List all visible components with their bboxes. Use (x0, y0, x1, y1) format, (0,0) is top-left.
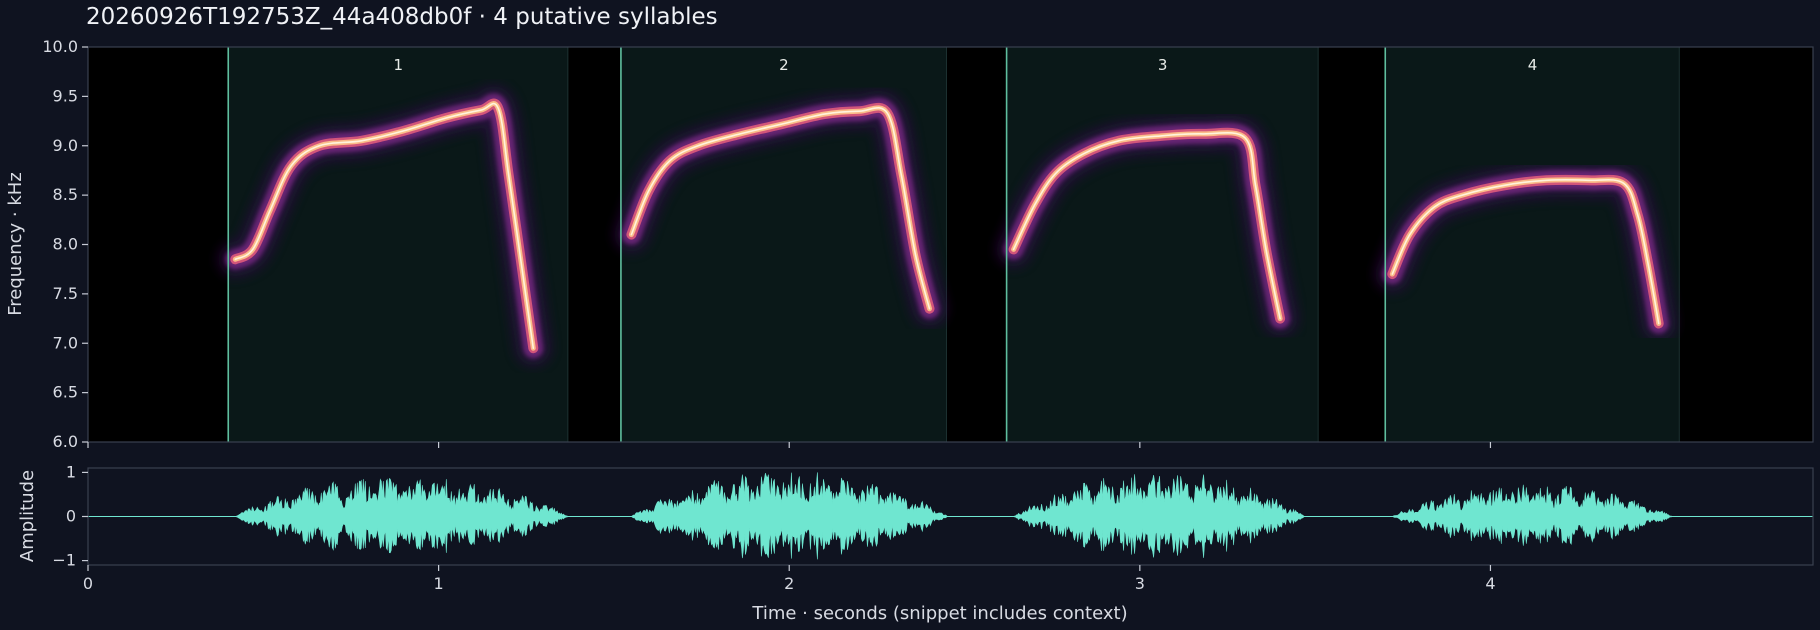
spec-y-tick-label: 9.0 (53, 136, 78, 155)
spec-y-tick-label: 8.0 (53, 235, 78, 254)
waveform-segment-2 (630, 472, 948, 560)
syllable-label-4: 4 (1528, 56, 1538, 74)
syllable-contour-4 (1375, 162, 1676, 341)
x-axis-label: Time · seconds (snippet includes context… (751, 603, 1127, 624)
wave-y-tick-label: −1 (52, 551, 76, 570)
contour-peak-2 (630, 107, 931, 310)
contour-peak-1 (234, 102, 535, 349)
syllable-contour-2 (614, 90, 947, 326)
spec-y-tick-label: 10.0 (42, 37, 78, 56)
contour-peak-3 (1012, 131, 1281, 320)
syllable-contour-3 (996, 115, 1298, 336)
waveform-panel: −1 0 1 0 1 2 3 4 Amplitude Time · seconds (sni… (17, 462, 1814, 624)
spec-y-tick-label: 7.5 (53, 284, 78, 303)
waveform-segment-3 (1012, 474, 1306, 558)
spec-y-tick-label: 7.0 (53, 333, 78, 352)
wave-y-tick-label: 0 (66, 507, 76, 526)
spec-y-tick-label: 6.0 (53, 432, 78, 451)
chart-title: 20260926T192753Z_44a408db0f · 4 putative… (86, 4, 718, 30)
syllable-end-line-1 (567, 47, 569, 442)
x-tick-label: 3 (1135, 574, 1145, 593)
spectrogram-panel: 1 2 3 4 6.0 6.5 7.0 7.5 8.0 8.5 9.0 9.5 10.0 Freque… (5, 37, 1814, 451)
syllable-label-1: 1 (394, 56, 404, 74)
x-tick-label: 0 (83, 574, 93, 593)
syllable-label-3: 3 (1158, 56, 1168, 74)
spec-y-tick-label: 9.5 (53, 86, 78, 105)
x-tick-label: 2 (784, 574, 794, 593)
waveform-y-axis-label: Amplitude (17, 470, 38, 562)
wave-y-tick-label: 1 (66, 462, 76, 481)
waveform-segment-1 (234, 477, 569, 554)
contour-peak-4 (1391, 179, 1660, 325)
syllable-end-line-4 (1678, 47, 1680, 442)
spec-y-tick-label: 8.5 (53, 185, 78, 204)
x-tick-label: 4 (1485, 574, 1495, 593)
spec-y-tick-label: 6.5 (53, 383, 78, 402)
syllable-end-line-3 (1317, 47, 1319, 442)
syllable-contour-1 (218, 86, 551, 366)
syllable-end-line-2 (945, 47, 947, 442)
syllable-label-2: 2 (779, 56, 789, 74)
waveform-segment-4 (1391, 484, 1674, 546)
x-tick-label: 1 (434, 574, 444, 593)
spectrogram-y-axis-label: Frequency · kHz (5, 172, 26, 316)
